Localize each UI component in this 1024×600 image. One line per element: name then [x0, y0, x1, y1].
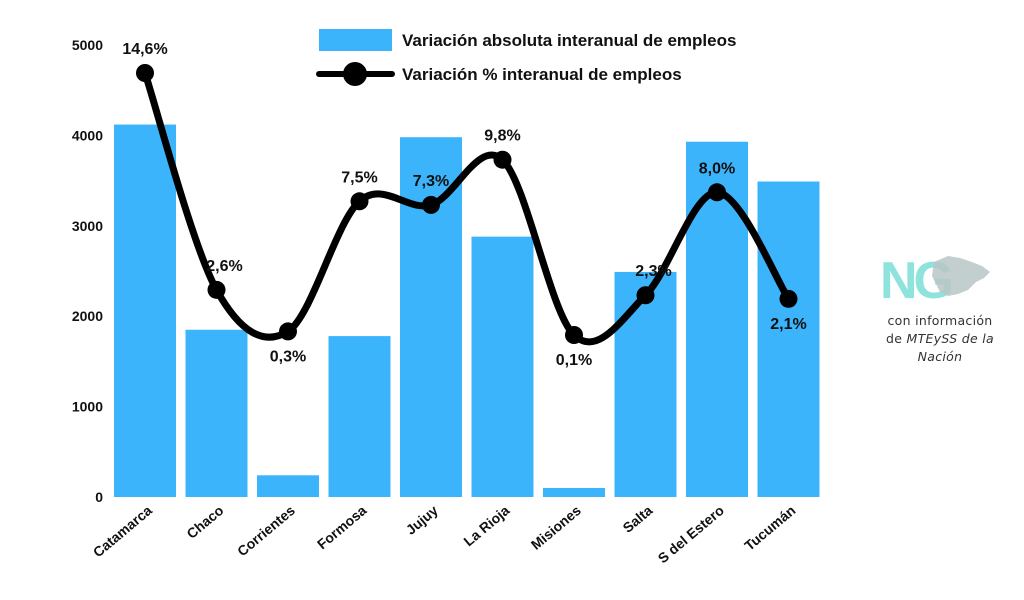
y-tick-label: 3000: [72, 218, 103, 234]
pct-line: [141, 69, 792, 346]
source-line-3-italic: Nación: [917, 349, 963, 364]
source-line-1: con información: [887, 313, 993, 328]
x-tick-label: Misiones: [528, 502, 584, 553]
legend-line-label: Variación % interanual de empleos: [402, 65, 682, 84]
legend-bar-label: Variación absoluta interanual de empleos: [402, 31, 736, 50]
ng-logo: NG: [880, 252, 990, 310]
pct-point: [207, 280, 226, 299]
x-tick-label: S del Estero: [655, 502, 727, 566]
y-tick-label: 2000: [72, 308, 103, 324]
y-tick-label: 0: [95, 489, 103, 505]
x-tick-label: La Rioja: [460, 502, 512, 549]
bar-tucumán: [757, 181, 820, 497]
bar-formosa: [328, 336, 391, 497]
pct-data-label: 0,3%: [270, 348, 306, 365]
pct-data-label: 2,6%: [206, 258, 242, 275]
x-tick-label: Tucumán: [741, 502, 798, 554]
source-note: con información de MTEySS de la Nación: [866, 312, 1014, 366]
x-tick-label: Corrientes: [234, 502, 298, 559]
source-line-2-prefix: de: [886, 331, 907, 346]
pct-data-label: 2,1%: [770, 316, 806, 333]
legend-bar-swatch: [319, 29, 392, 51]
x-tick-label: Salta: [620, 502, 656, 536]
pct-point: [708, 183, 726, 202]
pct-data-label: 7,3%: [413, 173, 449, 190]
legend: Variación absoluta interanual de empleos…: [316, 29, 736, 86]
pct-data-label: 14,6%: [122, 41, 167, 58]
pct-data-label: 0,1%: [556, 352, 592, 369]
bar-chaco: [185, 329, 248, 497]
pct-point: [565, 326, 583, 344]
pct-point: [779, 289, 798, 308]
bar-misiones: [543, 487, 605, 497]
y-tick-label: 1000: [72, 399, 103, 415]
pct-data-label: 8,0%: [699, 160, 735, 177]
y-axis: 0 1000 2000 3000 4000 5000: [72, 37, 103, 505]
pct-point: [136, 64, 154, 82]
pct-point: [279, 322, 297, 341]
y-tick-label: 4000: [72, 127, 103, 143]
bar-series: [114, 124, 820, 497]
pct-point: [493, 150, 512, 169]
x-tick-label: Catamarca: [90, 502, 155, 560]
pct-point: [422, 195, 440, 214]
pct-data-label: 2,3%: [635, 263, 671, 280]
pct-data-label: 9,8%: [484, 128, 520, 145]
legend-line-marker: [343, 62, 367, 86]
argentina-north-map-icon: [932, 256, 990, 296]
x-axis-labels: Catamarca Chaco Corrientes Formosa Jujuy La R…: [90, 502, 799, 566]
bar-corrientes: [257, 475, 319, 497]
source-line-2-italic: MTEySS de la: [906, 331, 994, 346]
pct-point: [350, 192, 369, 211]
bar-salta: [614, 271, 677, 497]
y-tick-label: 5000: [72, 37, 103, 53]
pct-data-label: 7,5%: [341, 169, 377, 186]
x-tick-label: Formosa: [314, 502, 370, 552]
bar-catamarca: [114, 124, 176, 497]
line-series: 14,6% 2,6% 0,3% 7,5% 7,3% 9,8% 0,1% 2,3% 8,0% 2,1…: [122, 41, 806, 369]
bar-la-rioja: [471, 236, 534, 497]
x-tick-label: Chaco: [183, 502, 226, 542]
pct-point: [636, 286, 655, 305]
x-tick-label: Jujuy: [403, 502, 441, 538]
